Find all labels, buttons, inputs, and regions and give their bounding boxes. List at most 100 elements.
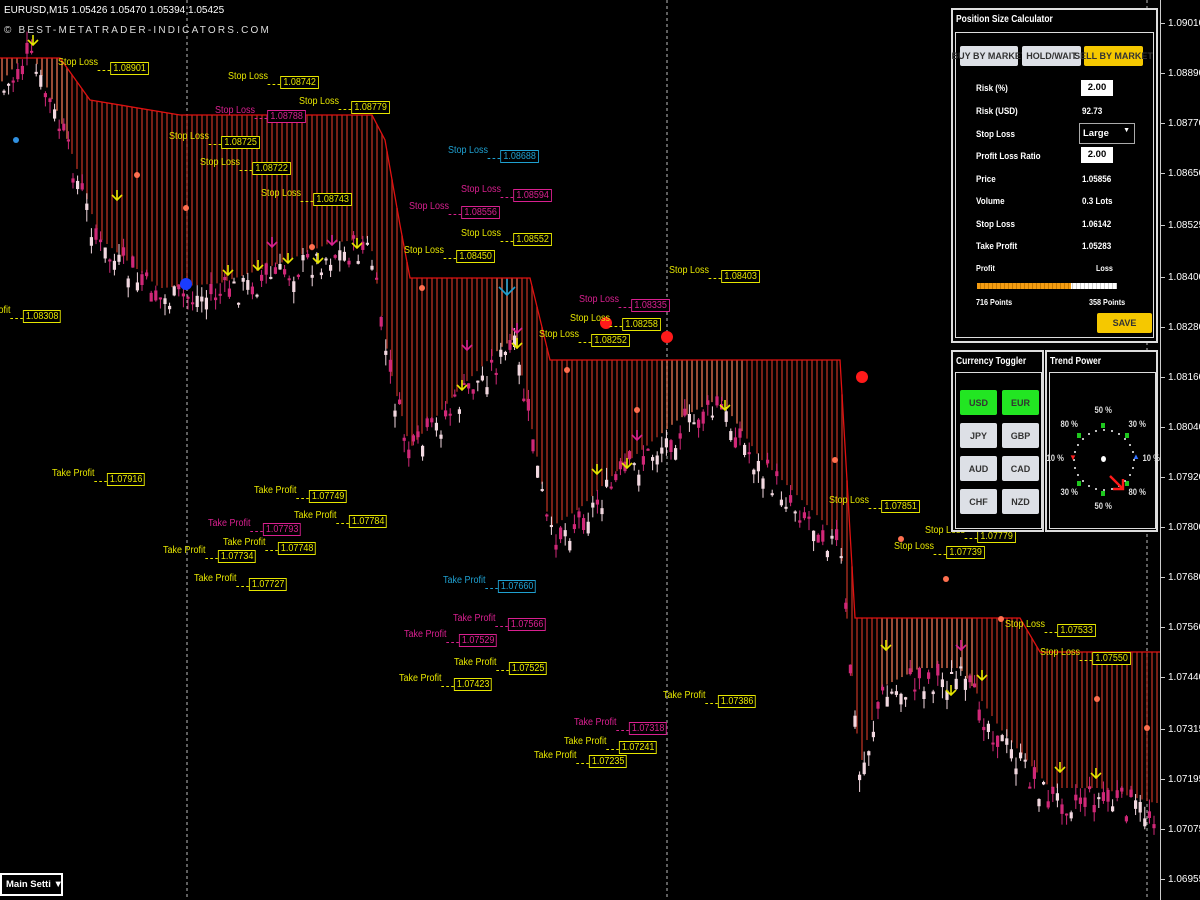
candle-body (724, 411, 728, 422)
label-leader (336, 523, 350, 524)
buy-by-market-button[interactable]: BUY BY MARKET (952, 46, 1026, 66)
label-leader (255, 118, 268, 119)
candle-body (1143, 818, 1147, 827)
stop-loss-mode-select[interactable]: Large ▼ (1079, 123, 1135, 144)
currency-toggle-nzd[interactable]: NZD (1002, 489, 1039, 514)
candle-body (890, 691, 894, 694)
gauge-dot (1128, 444, 1131, 446)
candle-body (421, 445, 425, 457)
candle-body (545, 514, 549, 517)
currency-toggle-gbp[interactable]: GBP (1002, 423, 1039, 448)
candle-body (936, 663, 940, 676)
label-price: 1.07660 (498, 580, 537, 593)
candle-body (1078, 797, 1082, 804)
price-tick: 1.07195 (1161, 774, 1200, 785)
candle-body (789, 495, 793, 503)
candle-body (103, 247, 107, 259)
take-profit-label: Take Profit 1.07727 (194, 573, 288, 591)
candle-body (402, 437, 406, 441)
down-arrow-icon (456, 380, 468, 392)
candle-body (393, 410, 397, 417)
currency-toggle-usd[interactable]: USD (960, 390, 997, 415)
candle-body (871, 731, 875, 738)
label-price: 1.08901 (110, 62, 149, 75)
stop-loss-label: Stop Loss 1.08788 (215, 105, 306, 123)
candle-body (1120, 787, 1124, 792)
candle-body (1101, 792, 1105, 801)
candle-body (39, 75, 43, 87)
label-price: 1.08594 (513, 189, 552, 202)
label-price: 1.07749 (309, 490, 348, 503)
price-chart[interactable] (0, 0, 1160, 900)
position-size-calculator: Position Size Calculator BUY BY MARKET H… (951, 8, 1158, 343)
candle-body (1092, 804, 1096, 813)
trend-level-label: 50 % (1094, 405, 1112, 415)
gauge-dot (1124, 480, 1127, 483)
label-text: Stop Loss (228, 71, 269, 82)
candle-body (181, 293, 185, 297)
signal-dot (856, 371, 868, 383)
price-axis[interactable]: 1.09010 1.08890 1.08770 1.08650 1.08525 1.084… (1160, 0, 1200, 900)
take-profit-label: Take Profit 1.07241 (564, 736, 658, 754)
label-leader (579, 342, 592, 343)
signal-dot (898, 536, 904, 542)
label-text: Stop Loss (539, 329, 580, 340)
take-profit-label: Take Profit 1.07784 (294, 510, 388, 528)
sell-by-market-button[interactable]: SELL BY MARKET (1074, 46, 1153, 66)
trend-level-marker (1101, 491, 1105, 496)
currency-toggle-cad[interactable]: CAD (1002, 456, 1039, 481)
candle-body (812, 530, 816, 542)
label-leader (240, 170, 253, 171)
candle-body (342, 251, 346, 261)
save-button[interactable]: SAVE (1097, 313, 1152, 333)
stop-loss-label: Stop Loss 1.07851 (829, 495, 920, 513)
gauge-dot (1118, 433, 1120, 436)
take-profit-label: Take Profit 1.07318 (574, 717, 668, 735)
main-settings-button[interactable]: Main Setti ▼ (0, 873, 63, 896)
label-price: 1.08779 (351, 101, 390, 114)
candle-body (1088, 786, 1092, 790)
candle-body (223, 276, 227, 281)
arrow-up-icon: ▲ (1132, 452, 1140, 461)
currency-toggle-eur[interactable]: EUR (1002, 390, 1039, 415)
currency-toggle-jpy[interactable]: JPY (960, 423, 997, 448)
candle-body (191, 302, 195, 305)
label-price: 1.07235 (589, 755, 628, 768)
price-tick: 1.08160 (1161, 372, 1200, 383)
candle-body (761, 478, 765, 489)
candle-body (218, 293, 222, 296)
candle-body (641, 456, 645, 465)
sl-value: 1.06142 (1082, 219, 1112, 230)
currency-toggle-aud[interactable]: AUD (960, 456, 997, 481)
candle-body (1115, 790, 1119, 798)
label-price: 1.08258 (622, 318, 661, 331)
label-leader (98, 70, 111, 71)
currency-toggle-chf[interactable]: CHF (960, 489, 997, 514)
candle-body (7, 83, 11, 86)
label-text: Stop Loss (1005, 619, 1046, 630)
candle-body (986, 723, 990, 732)
label-leader (441, 686, 455, 687)
candle-body (706, 400, 710, 405)
candle-body (678, 433, 682, 439)
watermark: © BEST-METATRADER-INDICATORS.COM (4, 25, 272, 36)
label-text: Take Profit (399, 673, 442, 684)
candle-body (784, 506, 788, 509)
trend-level-label: 80 % (1128, 486, 1146, 497)
candle-body (632, 463, 636, 466)
gauge-dot (1124, 437, 1127, 440)
hold-wait-button[interactable]: HOLD/WAIT (1022, 46, 1081, 66)
label-leader (619, 307, 632, 308)
gauge-dot (1088, 484, 1090, 487)
candle-body (430, 418, 434, 423)
candle-body (34, 71, 38, 74)
label-text: Take Profit (294, 510, 337, 521)
candle-body (692, 422, 696, 425)
risk-pct-input[interactable]: 2.00 (1081, 80, 1113, 96)
label-leader (209, 144, 222, 145)
pl-ratio-input[interactable]: 2.00 (1081, 147, 1113, 163)
candle-body (1009, 749, 1013, 759)
candle-body (664, 438, 668, 448)
candle-body (53, 109, 57, 119)
label-price: 1.08788 (267, 110, 306, 123)
